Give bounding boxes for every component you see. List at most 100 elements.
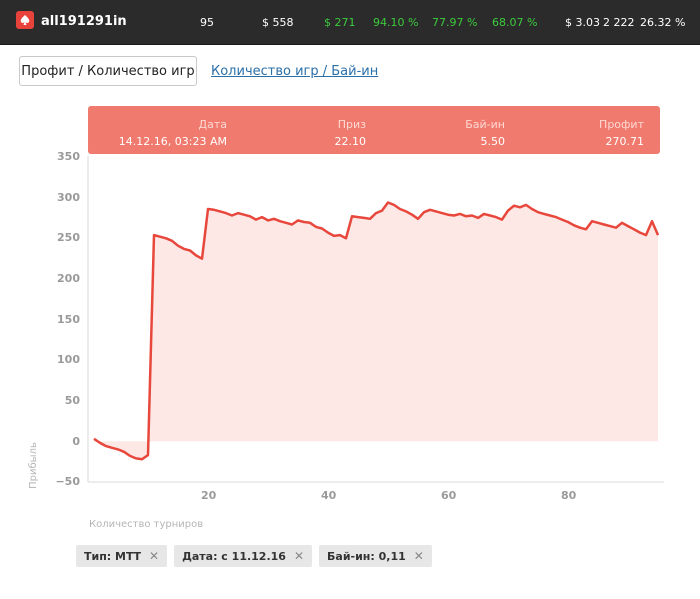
data-point[interactable] [542, 211, 547, 216]
data-point[interactable] [584, 227, 589, 232]
data-point[interactable] [290, 222, 295, 227]
data-point[interactable] [554, 215, 559, 220]
data-point[interactable] [428, 207, 433, 212]
tab-profit-vs-games[interactable]: Профит / Количество игр [19, 56, 197, 86]
data-point[interactable] [98, 440, 103, 445]
data-point[interactable] [122, 449, 127, 454]
data-point[interactable] [644, 233, 649, 238]
data-point[interactable] [536, 210, 541, 215]
tab-games-vs-buyin[interactable]: Количество игр / Бай-ин [211, 64, 379, 79]
data-point[interactable] [434, 209, 439, 214]
data-point[interactable] [548, 213, 553, 218]
data-point[interactable] [230, 213, 235, 218]
data-point[interactable] [224, 211, 229, 216]
data-point[interactable] [278, 219, 283, 224]
data-point[interactable] [602, 222, 607, 227]
data-point[interactable] [578, 225, 583, 230]
data-point[interactable] [590, 219, 595, 224]
data-point[interactable] [110, 445, 115, 450]
data-point[interactable] [128, 453, 133, 458]
data-point[interactable] [572, 223, 577, 228]
data-point[interactable] [146, 453, 151, 458]
data-point[interactable] [422, 210, 427, 215]
data-point[interactable] [374, 211, 379, 216]
data-point[interactable] [632, 227, 637, 232]
data-point[interactable] [344, 236, 349, 241]
close-icon[interactable]: ✕ [413, 549, 424, 563]
data-point[interactable] [92, 436, 97, 441]
data-point[interactable] [134, 456, 139, 461]
data-point[interactable] [284, 220, 289, 225]
data-point[interactable] [650, 219, 655, 224]
data-point[interactable] [410, 212, 415, 217]
data-point[interactable] [566, 220, 571, 225]
close-icon[interactable]: ✕ [293, 549, 305, 563]
data-point[interactable] [326, 230, 331, 235]
data-point[interactable] [470, 213, 475, 218]
data-point[interactable] [104, 444, 109, 449]
data-point[interactable] [170, 238, 175, 243]
data-point[interactable] [530, 207, 535, 212]
close-icon[interactable]: ✕ [149, 549, 160, 563]
data-point[interactable] [638, 230, 643, 235]
data-point[interactable] [506, 208, 511, 213]
data-point[interactable] [272, 216, 277, 221]
data-point[interactable] [116, 447, 121, 452]
data-point[interactable] [392, 202, 397, 207]
data-point[interactable] [212, 207, 217, 212]
data-point[interactable] [332, 233, 337, 238]
data-point[interactable] [242, 212, 247, 217]
data-point[interactable] [158, 234, 163, 239]
data-point[interactable] [356, 215, 361, 220]
data-point[interactable] [524, 202, 529, 207]
data-point[interactable] [176, 243, 181, 248]
data-point[interactable] [512, 203, 517, 208]
data-point[interactable] [464, 214, 469, 219]
data-point[interactable] [200, 256, 205, 261]
data-point[interactable] [386, 200, 391, 205]
data-point[interactable] [182, 246, 187, 251]
data-point[interactable] [494, 215, 499, 220]
data-point[interactable] [380, 208, 385, 213]
data-point[interactable] [482, 211, 487, 216]
data-point[interactable] [206, 207, 211, 212]
data-point[interactable] [266, 218, 271, 223]
data-point[interactable] [314, 224, 319, 229]
data-point[interactable] [458, 211, 463, 216]
data-point[interactable] [518, 205, 523, 210]
data-point[interactable] [320, 226, 325, 231]
data-point[interactable] [302, 220, 307, 225]
data-point[interactable] [596, 220, 601, 225]
data-point[interactable] [620, 220, 625, 225]
data-point[interactable] [446, 212, 451, 217]
data-point[interactable] [476, 215, 481, 220]
data-point[interactable] [236, 211, 241, 216]
data-point[interactable] [260, 215, 265, 220]
data-point[interactable] [560, 217, 565, 222]
data-point[interactable] [626, 224, 631, 229]
data-point[interactable] [188, 248, 193, 253]
data-point[interactable] [296, 218, 301, 223]
data-point[interactable] [248, 214, 253, 219]
data-point[interactable] [338, 233, 343, 238]
data-point[interactable] [350, 214, 355, 219]
data-point[interactable] [614, 225, 619, 230]
data-point[interactable] [398, 207, 403, 212]
data-point[interactable] [656, 233, 661, 238]
data-point[interactable] [440, 211, 445, 216]
data-point[interactable] [500, 217, 505, 222]
data-point[interactable] [140, 457, 145, 462]
data-point[interactable] [404, 209, 409, 214]
data-point[interactable] [152, 233, 157, 238]
player-name[interactable]: all191291in [41, 14, 127, 29]
data-point[interactable] [362, 215, 367, 220]
data-point[interactable] [164, 236, 169, 241]
data-point[interactable] [308, 220, 313, 225]
data-point[interactable] [608, 224, 613, 229]
profit-series-line[interactable] [93, 201, 660, 461]
data-point[interactable] [488, 213, 493, 218]
data-point[interactable] [416, 216, 421, 221]
data-point[interactable] [254, 217, 259, 222]
data-point[interactable] [452, 213, 457, 218]
data-point[interactable] [218, 209, 223, 214]
